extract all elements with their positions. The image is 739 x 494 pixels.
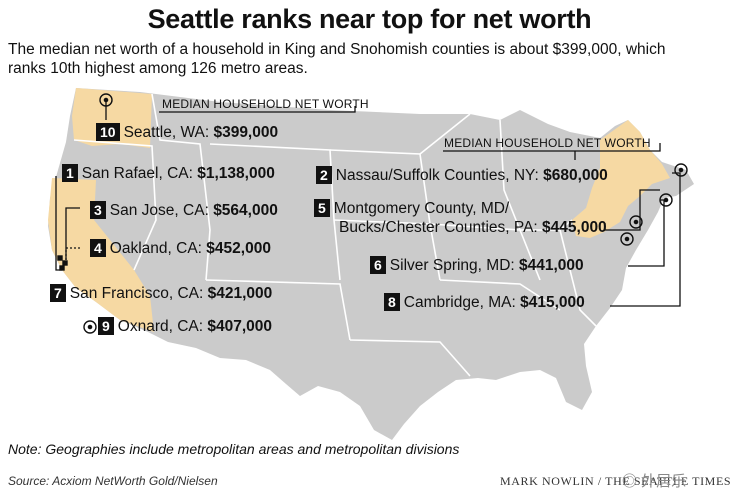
location-markers <box>57 93 688 334</box>
state-boundaries <box>73 93 597 377</box>
metro-value: $407,000 <box>207 318 273 335</box>
washington-highlight <box>72 88 152 148</box>
subtitle-line-2: ranks 10th highest among 126 metro areas… <box>8 60 308 77</box>
label-oakland: 4 Oakland, CA: $452,000 <box>90 239 271 259</box>
rank-badge: 6 <box>370 256 386 274</box>
rank-badge: 7 <box>50 284 66 302</box>
credit-line: MARK NOWLIN / THE SEATTLE TIMES <box>500 474 732 488</box>
metro-value: $445,000 <box>542 219 607 236</box>
marker-oxnard-dot <box>87 324 93 330</box>
metro-value: $399,000 <box>213 124 279 141</box>
metro-name: Cambridge, MA: <box>403 294 521 311</box>
label-san-rafael: 1 San Rafael, CA: $1,138,000 <box>62 164 275 184</box>
label-oxnard: 9 Oxnard, CA: $407,000 <box>98 317 272 337</box>
label-montgomery: 5 Montgomery County, MD/ Bucks/Chester Co… <box>314 199 607 237</box>
marker-cambridge <box>674 163 688 177</box>
metro-name: San Jose, CA: <box>109 202 214 219</box>
metro-name: Silver Spring, MD: <box>389 257 519 274</box>
rank-badge: 3 <box>90 201 106 219</box>
marker-montgomery <box>629 215 643 229</box>
source-line: Source: Acxiom NetWorth Gold/Nielsen <box>8 474 218 488</box>
subtitle: The median net worth of a household in K… <box>8 40 733 78</box>
metro-name: Nassau/Suffolk Counties, NY: <box>335 167 544 184</box>
metro-value: $441,000 <box>519 257 584 274</box>
metro-value: $421,000 <box>207 285 273 302</box>
marker-silver-spring <box>620 232 634 246</box>
rank-badge: 2 <box>316 166 332 184</box>
label-silver-spring: 6 Silver Spring, MD: $441,000 <box>370 256 584 276</box>
marker-silver-spring-dot <box>624 236 630 242</box>
watermark: ◎ 外居乐 <box>622 470 686 491</box>
metro-value: $1,138,000 <box>197 165 275 182</box>
marker-montgomery-dot <box>633 219 639 225</box>
watermark-text: 外居乐 <box>641 473 687 490</box>
northeast-highlight <box>572 120 670 238</box>
metro-line-1: 5 Montgomery County, MD/ <box>314 199 607 218</box>
rank-badge: 10 <box>96 123 120 141</box>
subtitle-line-1: The median net worth of a household in K… <box>8 41 666 58</box>
rank-badge: 8 <box>384 293 400 311</box>
chart-title: Seattle ranks near top for net worth <box>147 4 592 34</box>
label-san-jose: 3 San Jose, CA: $564,000 <box>90 201 278 221</box>
watermark-icon: ◎ <box>622 473 642 490</box>
metro-name-line-1: Montgomery County, MD/ <box>333 200 510 217</box>
marker-bay-area-3 <box>59 265 65 271</box>
rank-badge: 5 <box>314 199 330 217</box>
label-cambridge: 8 Cambridge, MA: $415,000 <box>384 293 585 313</box>
marker-nassau <box>659 193 673 207</box>
metro-value: $564,000 <box>213 202 278 219</box>
metro-name: Oakland, CA: <box>109 240 207 257</box>
marker-bay-area-1 <box>57 255 63 261</box>
marker-seattle <box>99 93 113 107</box>
metro-name: Oxnard, CA: <box>117 318 208 335</box>
header-median-net-worth-east: MEDIAN HOUSEHOLD NET WORTH <box>444 136 651 150</box>
marker-seattle-dot <box>103 97 109 103</box>
footnote: Note: Geographies include metropolitan a… <box>8 441 460 457</box>
marker-cambridge-dot <box>678 167 684 173</box>
metro-value: $415,000 <box>520 294 585 311</box>
metro-value: $452,000 <box>206 240 271 257</box>
rank-badge: 9 <box>98 317 114 335</box>
marker-nassau-dot <box>663 197 669 203</box>
metro-line-2: Bucks/Chester Counties, PA: $445,000 <box>314 218 607 237</box>
marker-oxnard <box>83 320 97 334</box>
metro-name: Seattle, WA: <box>123 124 214 141</box>
rank-badge: 1 <box>62 164 78 182</box>
rank-badge: 4 <box>90 239 106 257</box>
metro-name-line-2: Bucks/Chester Counties, PA: <box>339 219 543 236</box>
marker-bay-area-2 <box>62 260 68 266</box>
header-median-net-worth-west: MEDIAN HOUSEHOLD NET WORTH <box>162 97 369 111</box>
label-nassau-suffolk: 2 Nassau/Suffolk Counties, NY: $680,000 <box>316 166 608 186</box>
label-seattle: 10 Seattle, WA: $399,000 <box>96 123 278 143</box>
metro-name: San Rafael, CA: <box>81 165 198 182</box>
metro-name: San Francisco, CA: <box>69 285 208 302</box>
label-san-francisco: 7 San Francisco, CA: $421,000 <box>50 284 272 304</box>
metro-value: $680,000 <box>543 167 608 184</box>
